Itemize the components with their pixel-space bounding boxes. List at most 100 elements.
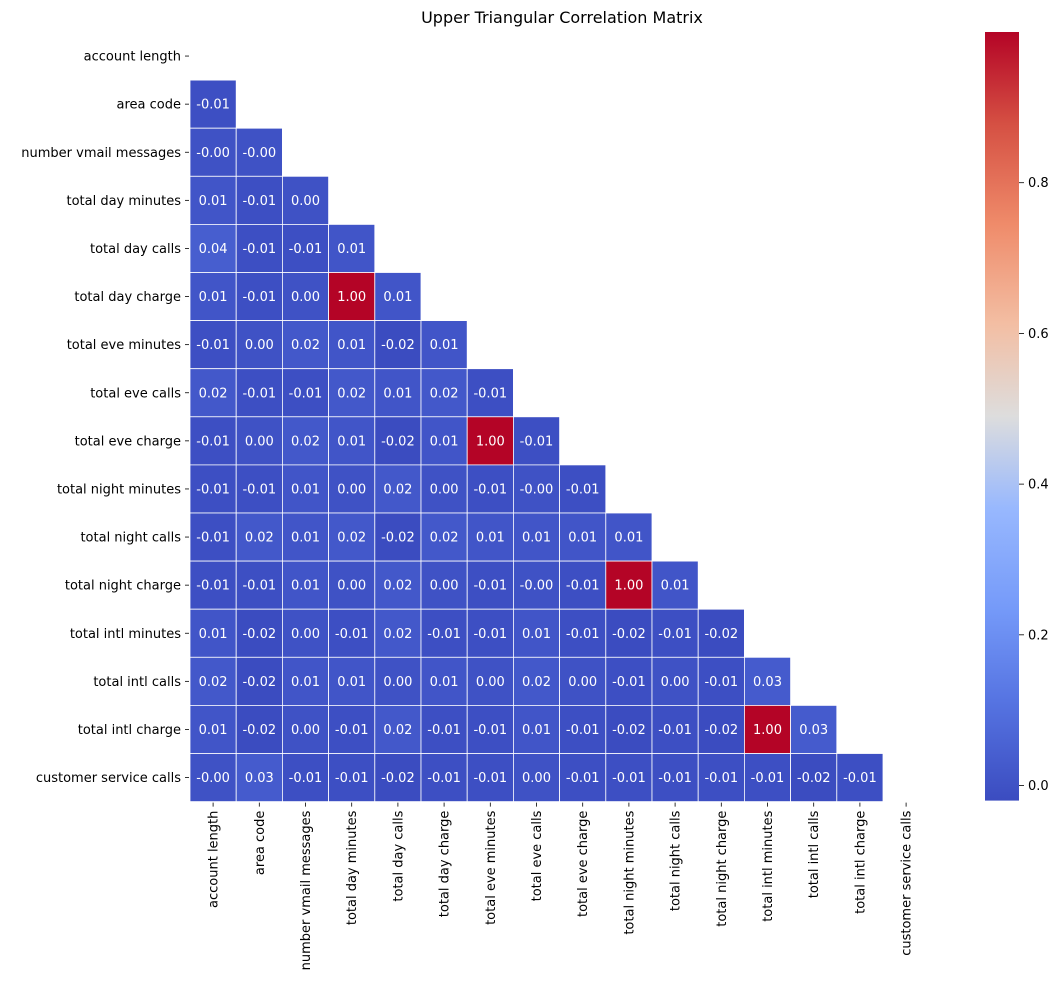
heatmap-cell [420, 368, 468, 418]
heatmap-cell [281, 608, 329, 658]
heatmap-cell [697, 608, 745, 658]
cell-value-label: -0.00 [520, 579, 554, 594]
cell-value-label: -0.01 [473, 482, 507, 497]
cell-value-label: -0.01 [335, 771, 369, 786]
heatmap-cell [605, 753, 653, 802]
heatmap-cell [328, 320, 376, 370]
heatmap-cell [189, 79, 237, 129]
heatmap-cell [466, 608, 514, 658]
heatmap-cell [559, 560, 607, 610]
heatmap-cell [697, 705, 745, 754]
cell-value-label: 0.01 [337, 675, 366, 690]
cell-value-label: 0.01 [291, 482, 320, 497]
cell-value-label: -0.01 [473, 723, 507, 738]
cell-value-label: 0.00 [430, 482, 459, 497]
chart-title: Upper Triangular Correlation Matrix [421, 8, 703, 27]
heatmap-cell [189, 464, 237, 514]
heatmap-cell [328, 272, 376, 321]
cell-value-label: -0.02 [704, 627, 738, 642]
heatmap-cell [466, 368, 514, 418]
heatmap-cell [466, 656, 514, 706]
cell-value-label: 0.02 [383, 723, 412, 738]
cell-value-label: -0.01 [658, 723, 692, 738]
heatmap-cell [651, 705, 699, 754]
heatmap-cell [420, 753, 468, 802]
heatmap-cell [281, 464, 329, 514]
x-tick-label: number vmail messages [299, 810, 314, 970]
cell-value-label: 0.01 [199, 290, 228, 305]
cell-value-label: -0.02 [381, 434, 415, 449]
cell-value-label: 1.00 [753, 723, 782, 738]
heatmap-cell [281, 175, 329, 225]
cell-value-label: 0.01 [430, 675, 459, 690]
cell-value-label: -0.01 [196, 482, 230, 497]
heatmap-cell [790, 705, 838, 754]
heatmap-cell [189, 320, 237, 370]
x-tick-label: total eve minutes [484, 810, 499, 925]
cell-value-label: 1.00 [614, 579, 643, 594]
heatmap-cell [420, 608, 468, 658]
cell-value-label: 0.00 [291, 194, 320, 209]
cell-value-label: 0.01 [522, 723, 551, 738]
cell-value-label: -0.01 [566, 771, 600, 786]
cell-value-label: 0.02 [522, 675, 551, 690]
colorbar [985, 32, 1019, 801]
cell-value-label: -0.01 [427, 771, 461, 786]
cell-value-label: -0.00 [520, 482, 554, 497]
heatmap-cell [466, 464, 514, 514]
heatmap-cell [651, 608, 699, 658]
heatmap-cell [559, 705, 607, 754]
colorbar-tick-label: 0.2 [1028, 628, 1049, 643]
x-tick-label: total night minutes [622, 810, 637, 934]
cell-value-label: -0.01 [242, 194, 276, 209]
cell-value-label: 0.00 [291, 290, 320, 305]
cell-value-label: -0.01 [196, 434, 230, 449]
cell-value-label: -0.01 [196, 531, 230, 546]
heatmap-cell [374, 656, 422, 706]
heatmap-cell [189, 560, 237, 610]
cell-value-label: 0.01 [522, 627, 551, 642]
heatmap-cell [744, 705, 792, 754]
cell-value-label: -0.01 [242, 386, 276, 401]
x-axis-tick-labels: account length area code number vmail mess… [207, 802, 915, 970]
cell-value-label: 0.01 [661, 579, 690, 594]
cell-value-label: 0.00 [476, 675, 505, 690]
cell-value-label: 0.01 [383, 290, 412, 305]
heatmap-cell [189, 608, 237, 658]
heatmap-cell [420, 656, 468, 706]
y-tick-label: account length [84, 50, 181, 65]
cell-value-label: 0.00 [245, 434, 274, 449]
cell-value-label: 0.02 [245, 531, 274, 546]
cell-value-label: 0.03 [245, 771, 274, 786]
cell-value-label: -0.01 [289, 386, 323, 401]
heatmap-cell [235, 368, 283, 418]
heatmap-cell [189, 656, 237, 706]
cell-value-label: -0.02 [612, 627, 646, 642]
x-tick-label: account length [207, 811, 222, 908]
cell-value-label: -0.01 [704, 675, 738, 690]
cell-value-label: 0.02 [199, 675, 228, 690]
cell-value-label: 0.02 [430, 531, 459, 546]
heatmap-cell [420, 512, 468, 562]
cell-value-label: -0.01 [566, 723, 600, 738]
cell-value-label: 1.00 [337, 290, 366, 305]
colorbar-tick-label: 0.0 [1028, 779, 1049, 794]
cell-value-label: -0.01 [612, 771, 646, 786]
cell-value-label: 0.01 [337, 434, 366, 449]
heatmap-cell [374, 320, 422, 370]
cell-value-label: -0.01 [335, 723, 369, 738]
y-tick-label: total day calls [90, 242, 181, 257]
cell-value-label: -0.01 [473, 386, 507, 401]
x-tick-label: total eve charge [576, 811, 591, 917]
heatmap-cell [189, 512, 237, 562]
heatmap-cell [328, 560, 376, 610]
heatmap-cell [235, 272, 283, 321]
cell-value-label: -0.01 [289, 771, 323, 786]
colorbar-tick-label: 0.8 [1028, 176, 1049, 191]
cell-value-label: 0.01 [337, 242, 366, 257]
heatmap-cell [281, 512, 329, 562]
y-tick-label: total eve minutes [67, 338, 182, 353]
cell-value-label: -0.01 [566, 579, 600, 594]
cell-value-label: -0.02 [242, 675, 276, 690]
cell-value-label: 0.02 [383, 627, 412, 642]
